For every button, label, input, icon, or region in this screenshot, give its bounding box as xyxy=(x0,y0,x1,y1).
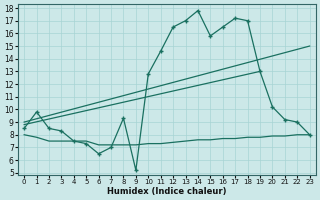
X-axis label: Humidex (Indice chaleur): Humidex (Indice chaleur) xyxy=(107,187,227,196)
